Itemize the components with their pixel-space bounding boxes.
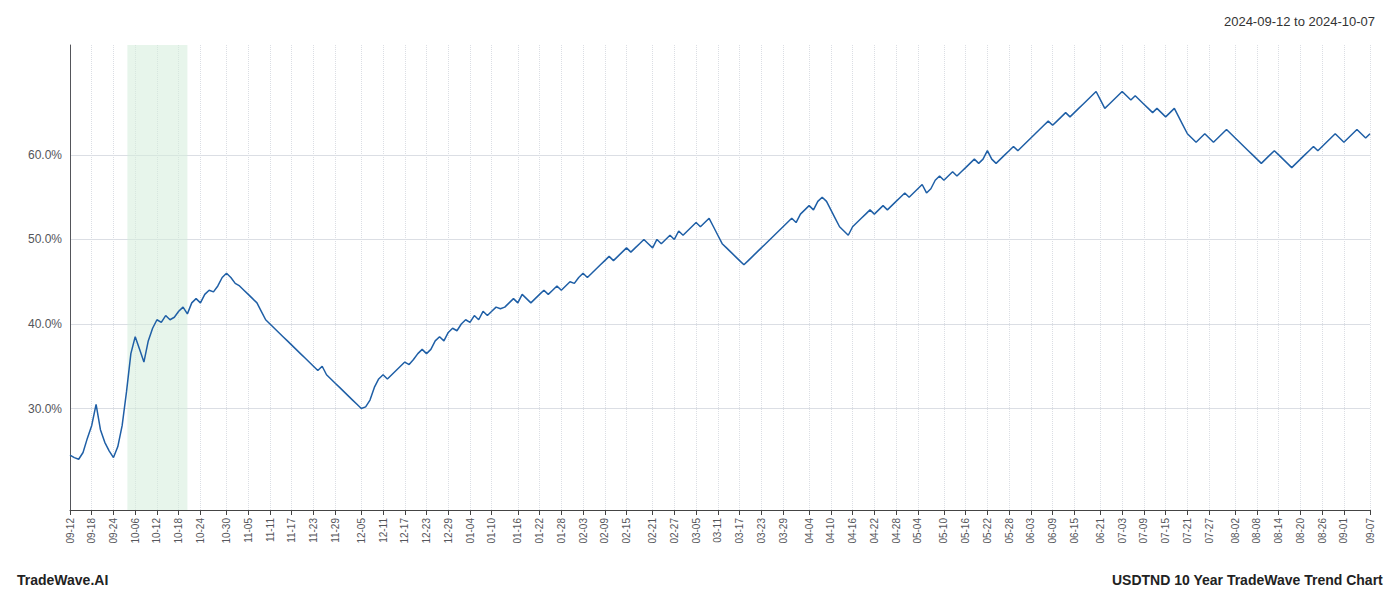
svg-text:01-10: 01-10: [486, 518, 497, 544]
svg-text:01-04: 01-04: [465, 518, 476, 544]
svg-text:07-27: 07-27: [1204, 518, 1215, 544]
svg-text:06-09: 06-09: [1047, 518, 1058, 544]
svg-text:05-04: 05-04: [912, 518, 923, 544]
svg-text:12-23: 12-23: [421, 518, 432, 544]
svg-text:09-12: 09-12: [65, 518, 76, 544]
svg-text:10-18: 10-18: [173, 518, 184, 544]
svg-text:06-03: 06-03: [1025, 518, 1036, 544]
svg-text:04-04: 04-04: [804, 518, 815, 544]
svg-text:05-28: 05-28: [1004, 518, 1015, 544]
svg-text:40.0%: 40.0%: [28, 317, 62, 331]
svg-text:02-27: 02-27: [669, 518, 680, 544]
svg-text:03-11: 03-11: [712, 518, 723, 543]
svg-text:04-16: 04-16: [847, 518, 858, 544]
svg-text:03-29: 03-29: [778, 518, 789, 544]
svg-text:08-14: 08-14: [1273, 518, 1284, 544]
svg-text:02-03: 02-03: [578, 518, 589, 544]
svg-text:02-21: 02-21: [647, 518, 658, 544]
svg-text:08-26: 08-26: [1317, 518, 1328, 544]
svg-text:USDTND 10 Year TradeWave Trend: USDTND 10 Year TradeWave Trend Chart: [1112, 572, 1383, 588]
svg-text:12-11: 12-11: [378, 518, 389, 543]
svg-text:06-21: 06-21: [1095, 518, 1106, 544]
svg-text:05-22: 05-22: [982, 518, 993, 544]
svg-text:10-30: 10-30: [221, 518, 232, 544]
svg-text:05-16: 05-16: [960, 518, 971, 544]
svg-text:11-29: 11-29: [330, 518, 341, 543]
svg-text:09-01: 09-01: [1338, 518, 1349, 544]
svg-text:2024-09-12 to 2024-10-07: 2024-09-12 to 2024-10-07: [1224, 14, 1375, 29]
svg-text:03-17: 03-17: [734, 518, 745, 544]
svg-text:12-17: 12-17: [399, 518, 410, 544]
svg-text:12-05: 12-05: [356, 518, 367, 544]
svg-text:11-17: 11-17: [286, 518, 297, 543]
svg-text:07-09: 07-09: [1138, 518, 1149, 544]
svg-text:10-12: 10-12: [151, 518, 162, 544]
svg-text:09-18: 09-18: [86, 518, 97, 544]
svg-text:11-05: 11-05: [243, 518, 254, 543]
svg-text:01-28: 01-28: [556, 518, 567, 544]
svg-text:50.0%: 50.0%: [28, 232, 62, 246]
svg-text:08-08: 08-08: [1251, 518, 1262, 544]
svg-text:01-22: 01-22: [534, 518, 545, 544]
svg-text:08-20: 08-20: [1295, 518, 1306, 544]
svg-text:07-03: 07-03: [1117, 518, 1128, 544]
svg-text:60.0%: 60.0%: [28, 148, 62, 162]
svg-text:09-07: 09-07: [1365, 518, 1376, 544]
svg-text:11-23: 11-23: [308, 518, 319, 543]
svg-text:04-22: 04-22: [869, 518, 880, 544]
svg-text:11-11: 11-11: [265, 518, 276, 543]
svg-text:06-15: 06-15: [1069, 518, 1080, 544]
svg-text:04-28: 04-28: [891, 518, 902, 544]
svg-text:30.0%: 30.0%: [28, 402, 62, 416]
svg-text:07-21: 07-21: [1182, 518, 1193, 544]
svg-text:07-15: 07-15: [1160, 518, 1171, 544]
svg-text:08-02: 08-02: [1230, 518, 1241, 544]
svg-text:05-10: 05-10: [938, 518, 949, 544]
svg-text:01-16: 01-16: [512, 518, 523, 544]
svg-text:10-24: 10-24: [195, 518, 206, 544]
svg-text:10-06: 10-06: [130, 518, 141, 544]
svg-text:09-24: 09-24: [108, 518, 119, 544]
svg-text:03-05: 03-05: [691, 518, 702, 544]
svg-text:12-29: 12-29: [443, 518, 454, 544]
svg-text:TradeWave.AI: TradeWave.AI: [17, 572, 108, 588]
svg-text:02-09: 02-09: [599, 518, 610, 544]
svg-text:04-10: 04-10: [825, 518, 836, 544]
svg-text:02-15: 02-15: [621, 518, 632, 544]
svg-text:03-23: 03-23: [756, 518, 767, 544]
